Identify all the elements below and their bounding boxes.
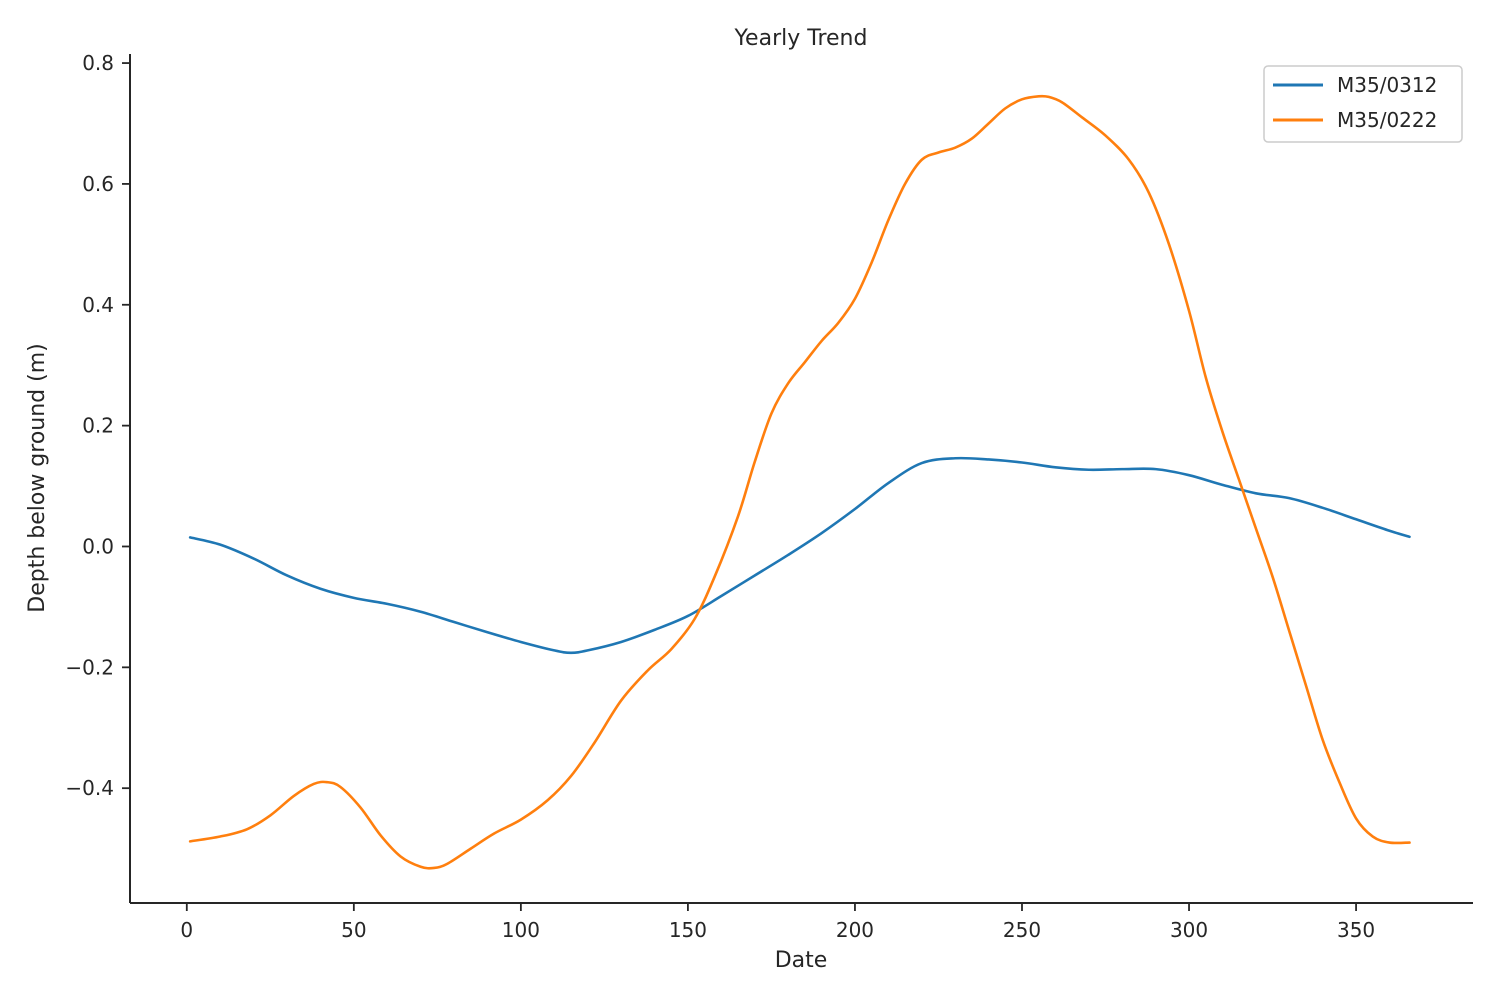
legend-label-m35-0312: M35/0312	[1337, 73, 1437, 97]
y-axis-label: Depth below ground (m)	[25, 343, 50, 613]
y-tick-label: 0.4	[82, 293, 114, 317]
x-tick-label: 50	[341, 918, 366, 942]
x-tick-label: 300	[1170, 918, 1208, 942]
legend-label-m35-0222: M35/0222	[1337, 108, 1437, 132]
x-tick-label: 350	[1337, 918, 1375, 942]
y-tick-label: 0.2	[82, 414, 114, 438]
series-line-0	[188, 456, 1411, 655]
y-tick-label: 0.6	[82, 172, 114, 196]
legend: M35/0312 M35/0222	[1263, 65, 1463, 143]
y-tick-label: 0.0	[82, 534, 114, 558]
y-tick-label: −0.2	[65, 655, 114, 679]
chart-title: Yearly Trend	[734, 26, 868, 51]
x-tick-label: 200	[836, 918, 874, 942]
y-tick-label: −0.4	[65, 776, 114, 800]
x-ticks: 0 50 100 150 200 250 300 350	[180, 903, 1375, 942]
x-tick-label: 0	[180, 918, 193, 942]
x-tick-label: 100	[502, 918, 540, 942]
series-line-1	[188, 94, 1411, 870]
x-axis-label: Date	[775, 948, 828, 973]
x-tick-label: 250	[1003, 918, 1041, 942]
y-tick-label: 0.8	[82, 51, 114, 75]
x-tick-label: 150	[669, 918, 707, 942]
series-lines	[188, 94, 1411, 870]
y-ticks: 0.8 0.6 0.4 0.2 0.0 −0.2 −0.4	[65, 51, 130, 800]
